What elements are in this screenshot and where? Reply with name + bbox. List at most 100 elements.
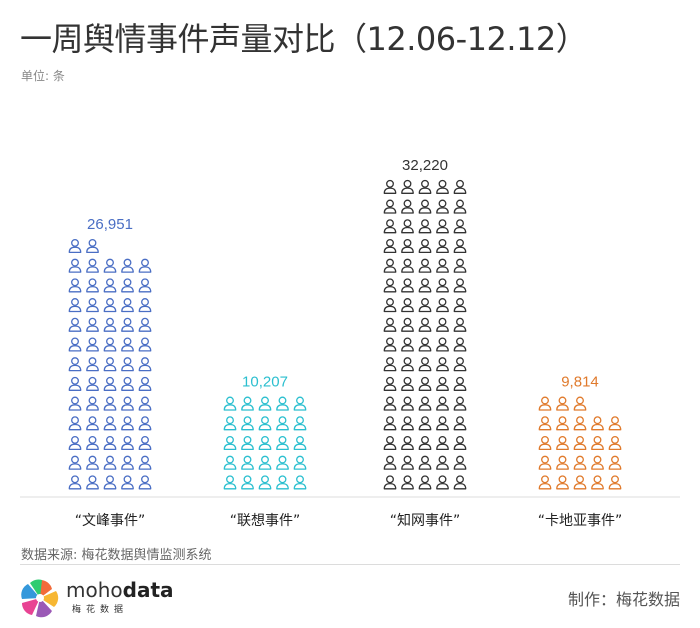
person-icon: [241, 435, 254, 451]
person-icon: [418, 357, 432, 372]
unit-label: 单位: 条: [21, 69, 65, 83]
value-label: 9,814: [561, 374, 599, 391]
person-icon: [383, 455, 397, 470]
person-icon: [538, 396, 552, 411]
person-icon: [383, 238, 397, 254]
person-icon: [418, 475, 432, 490]
person-icon: [293, 435, 307, 451]
person-icon: [418, 258, 432, 273]
person-icon: [453, 475, 467, 490]
person-icon: [383, 199, 397, 214]
person-icon: [138, 475, 152, 490]
category-label: “文峰事件”: [75, 513, 146, 529]
person-icon: [138, 317, 152, 332]
person-icon: [68, 455, 82, 470]
person-icon: [103, 258, 117, 273]
divider: [20, 564, 680, 565]
person-icon: [418, 298, 432, 313]
person-icon: [103, 435, 117, 451]
person-icon: [383, 278, 397, 293]
person-icon: [103, 317, 117, 332]
person-icon: [383, 219, 397, 234]
bar-group: [223, 396, 307, 490]
person-icon: [418, 376, 432, 391]
person-icon: [453, 298, 467, 313]
person-icon: [383, 258, 397, 273]
person-icon: [436, 475, 449, 490]
person-icon: [276, 416, 289, 431]
person-icon: [608, 455, 622, 470]
person-icon: [573, 416, 587, 431]
person-icon: [121, 396, 134, 411]
person-icon: [418, 199, 432, 214]
person-icon: [556, 396, 569, 411]
person-icon: [608, 475, 622, 490]
person-icon: [418, 317, 432, 332]
person-icon: [258, 455, 272, 470]
person-icon: [258, 396, 272, 411]
mohodata-logo-icon: [21, 579, 59, 618]
value-label: 32,220: [402, 157, 448, 174]
person-icon: [138, 396, 152, 411]
person-icon: [138, 298, 152, 313]
person-icon: [436, 278, 449, 293]
person-icon: [121, 416, 134, 431]
person-icon: [86, 337, 99, 352]
person-icon: [453, 416, 467, 431]
person-icon: [241, 416, 254, 431]
person-icon: [121, 278, 134, 293]
person-icon: [138, 416, 152, 431]
person-icon: [401, 435, 414, 451]
person-icon: [86, 357, 99, 372]
person-icon: [383, 396, 397, 411]
person-icon: [401, 238, 414, 254]
person-icon: [436, 376, 449, 391]
person-icon: [138, 376, 152, 391]
maker-credit: 制作：梅花数据: [567, 590, 680, 609]
person-icon: [453, 179, 467, 194]
person-icon: [573, 435, 587, 451]
brand-name: mohodata: [66, 578, 174, 602]
person-icon: [436, 298, 449, 313]
person-icon: [223, 455, 237, 470]
person-icon: [383, 376, 397, 391]
person-icon: [453, 219, 467, 234]
person-icon: [68, 337, 82, 352]
person-icon: [591, 416, 604, 431]
person-icon: [573, 396, 587, 411]
person-icon: [538, 475, 552, 490]
person-icon: [86, 416, 99, 431]
person-icon: [383, 298, 397, 313]
data-source: 数据来源: 梅花数据舆情监测系统: [21, 548, 212, 563]
person-icon: [436, 238, 449, 254]
bar-group: [68, 238, 152, 490]
person-icon: [538, 455, 552, 470]
person-icon: [436, 258, 449, 273]
person-icon: [453, 317, 467, 332]
person-icon: [383, 357, 397, 372]
category-label: “联想事件”: [230, 513, 301, 529]
person-icon: [436, 337, 449, 352]
person-icon: [68, 317, 82, 332]
person-icon: [68, 475, 82, 490]
person-icon: [556, 435, 569, 451]
person-icon: [68, 435, 82, 451]
person-icon: [86, 455, 99, 470]
person-icon: [68, 416, 82, 431]
person-icon: [591, 475, 604, 490]
bar-group: [538, 396, 622, 490]
person-icon: [538, 435, 552, 451]
person-icon: [608, 435, 622, 451]
person-icon: [436, 416, 449, 431]
person-icon: [591, 435, 604, 451]
person-icon: [418, 396, 432, 411]
person-icon: [86, 376, 99, 391]
person-icon: [383, 337, 397, 352]
person-icon: [538, 416, 552, 431]
person-icon: [121, 337, 134, 352]
person-icon: [276, 435, 289, 451]
person-icon: [258, 435, 272, 451]
value-label: 26,951: [87, 216, 133, 233]
person-icon: [436, 317, 449, 332]
person-icon: [68, 298, 82, 313]
